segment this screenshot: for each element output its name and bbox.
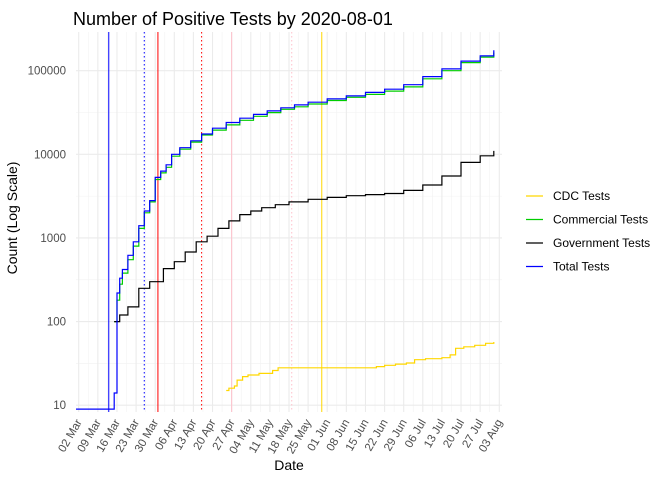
- y-tick-label: 1000: [40, 233, 66, 245]
- series-line: [226, 342, 495, 392]
- series-line: [76, 50, 495, 410]
- legend-label: Total Tests: [553, 260, 609, 274]
- reference-lines: [108, 32, 323, 412]
- legend-label: Commercial Tests: [553, 213, 648, 227]
- y-axis-title: Count (Log Scale): [4, 162, 20, 275]
- y-tick-label: 100000: [28, 66, 66, 78]
- major-grid: [76, 32, 502, 412]
- y-tick-label: 100: [47, 317, 66, 329]
- series-line: [114, 52, 495, 323]
- series-lines: [76, 50, 495, 410]
- legend-label: Government Tests: [553, 236, 650, 250]
- chart-title: Number of Positive Tests by 2020-08-01: [73, 9, 393, 29]
- legend: CDC Tests Commercial Tests Government Test…: [526, 189, 650, 274]
- y-axis-ticks: 10 100 1000 10000 100000: [28, 66, 66, 413]
- y-tick-label: 10: [53, 400, 66, 412]
- legend-label: CDC Tests: [553, 189, 610, 203]
- y-tick-label: 10000: [34, 149, 66, 161]
- x-axis-title: Date: [274, 457, 304, 473]
- series-line: [114, 150, 495, 323]
